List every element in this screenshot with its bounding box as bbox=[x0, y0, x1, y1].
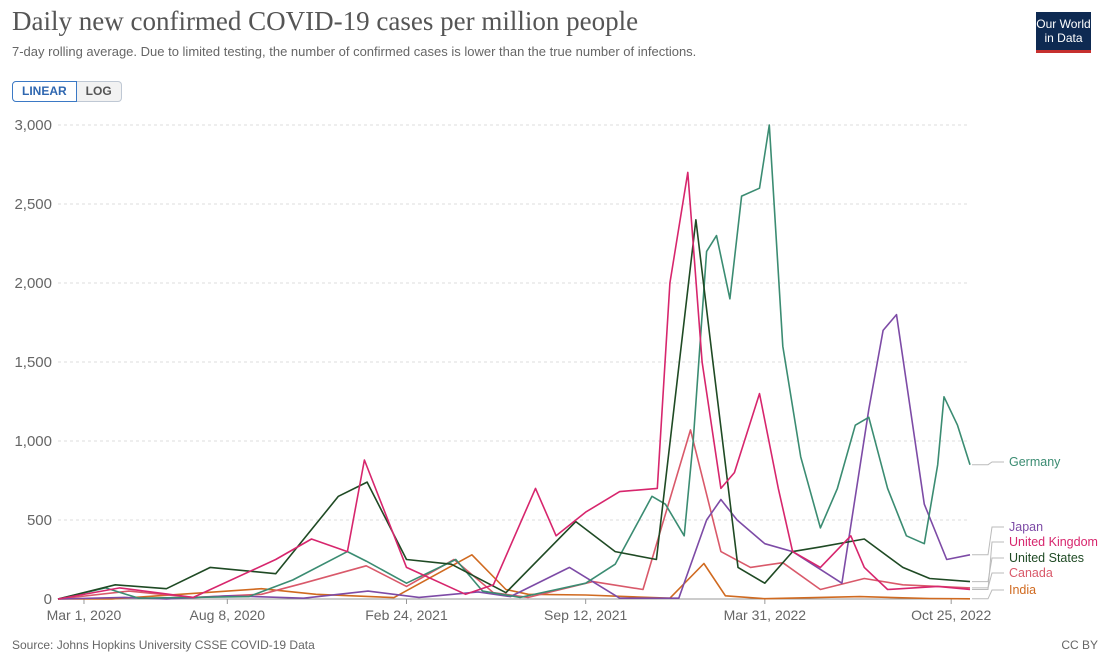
series-line-india bbox=[58, 553, 971, 600]
series-label: Japan bbox=[1009, 520, 1043, 534]
y-tick-label: 1,500 bbox=[14, 354, 52, 371]
y-tick-label: 1,000 bbox=[14, 433, 52, 450]
series-label: Canada bbox=[1009, 566, 1053, 580]
owid-logo[interactable]: Our World in Data bbox=[1036, 12, 1091, 53]
series-line-united-states bbox=[57, 219, 971, 600]
y-tick-label: 500 bbox=[27, 512, 52, 529]
series-label: Germany bbox=[1009, 455, 1061, 469]
license-link[interactable]: CC BY bbox=[1061, 638, 1098, 652]
label-connector bbox=[972, 526, 1004, 556]
logo-line2: in Data bbox=[1044, 31, 1083, 45]
label-connector bbox=[972, 541, 1004, 590]
series-line-united-kingdom bbox=[57, 171, 971, 600]
label-connector bbox=[972, 461, 1004, 466]
series-line-germany bbox=[57, 124, 971, 600]
y-tick-label: 2,000 bbox=[14, 275, 52, 292]
label-connector bbox=[972, 557, 1004, 583]
x-tick-label: Feb 24, 2021 bbox=[365, 607, 448, 623]
scale-toggle: LINEAR LOG bbox=[12, 81, 122, 102]
linear-button[interactable]: LINEAR bbox=[12, 81, 77, 102]
x-tick-label: Mar 31, 2022 bbox=[724, 607, 807, 623]
x-tick-label: Sep 12, 2021 bbox=[544, 607, 628, 623]
x-tick-label: Aug 8, 2020 bbox=[190, 607, 266, 623]
chart-title: Daily new confirmed COVID-19 cases per m… bbox=[12, 6, 639, 36]
y-tick-label: 0 bbox=[44, 591, 52, 608]
series-label: India bbox=[1009, 583, 1036, 597]
label-connector bbox=[972, 589, 1004, 600]
log-button[interactable]: LOG bbox=[76, 81, 122, 102]
label-connector bbox=[972, 572, 1004, 589]
y-tick-label: 3,000 bbox=[14, 117, 52, 134]
series-line-japan bbox=[57, 313, 971, 600]
source-note: Source: Johns Hopkins University CSSE CO… bbox=[12, 638, 315, 652]
x-tick-label: Mar 1, 2020 bbox=[47, 607, 122, 623]
series-label: United States bbox=[1009, 551, 1084, 565]
series-line-canada bbox=[57, 429, 971, 600]
x-tick-label: Oct 25, 2022 bbox=[911, 607, 991, 623]
series-label: United Kingdom bbox=[1009, 535, 1098, 549]
y-tick-label: 2,500 bbox=[14, 196, 52, 213]
chart-subtitle: 7-day rolling average. Due to limited te… bbox=[12, 44, 697, 59]
logo-line1: Our World bbox=[1036, 17, 1091, 31]
